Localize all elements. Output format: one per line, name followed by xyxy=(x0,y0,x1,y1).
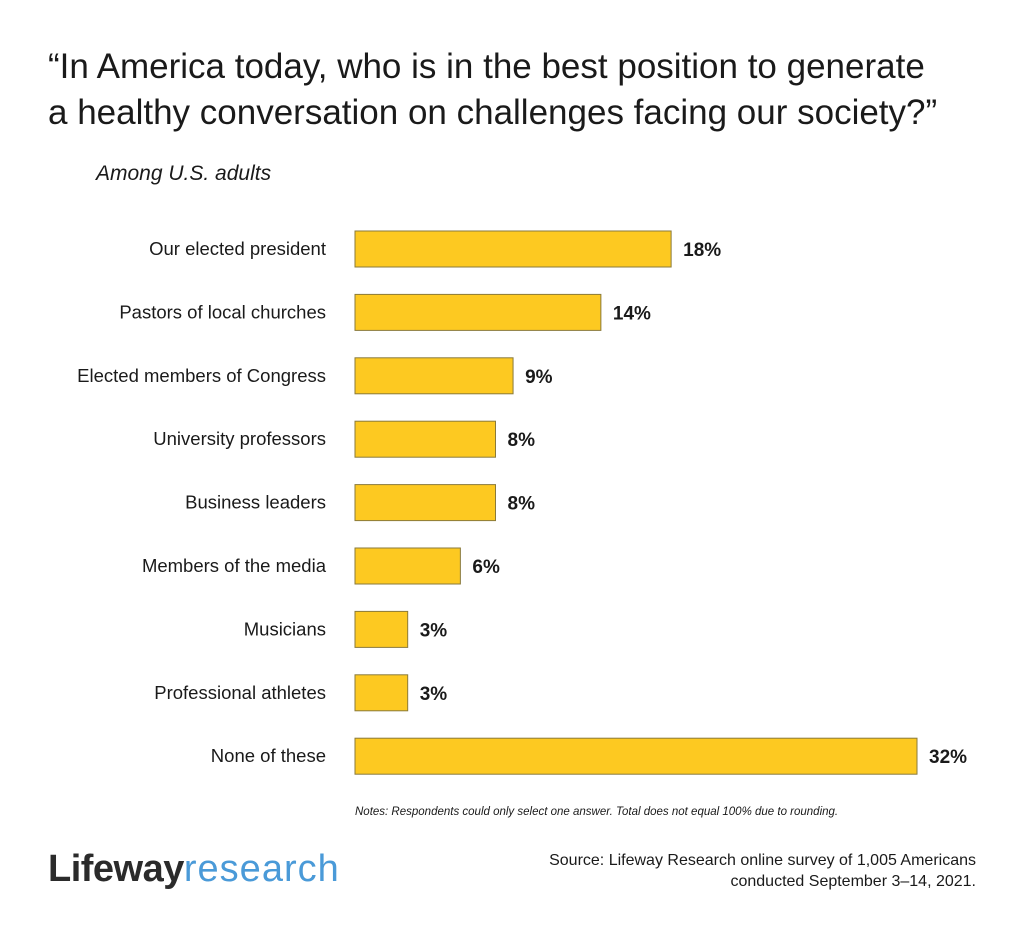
bar xyxy=(354,737,918,775)
chart-subtitle: Among U.S. adults xyxy=(96,162,272,185)
chart-notes: Notes: Respondents could only select one… xyxy=(355,806,839,818)
bar xyxy=(354,420,496,458)
value-label: 18% xyxy=(683,240,721,261)
category-label: Business leaders xyxy=(185,492,326,513)
category-label: Professional athletes xyxy=(154,682,326,703)
bar xyxy=(354,674,409,712)
bar xyxy=(354,610,409,648)
bar xyxy=(354,484,496,522)
category-label: Members of the media xyxy=(142,555,327,576)
lifeway-research-logo: Lifewayresearch xyxy=(48,845,340,893)
bar xyxy=(354,230,672,268)
logo-wordmark-lifeway: Lifeway xyxy=(48,848,184,890)
bar xyxy=(354,357,514,395)
bar xyxy=(354,293,602,331)
value-label: 8% xyxy=(508,430,536,451)
bar xyxy=(354,547,461,585)
source-citation: Source: Lifeway Research online survey o… xyxy=(496,850,976,892)
source-line-1: Source: Lifeway Research online survey o… xyxy=(549,852,976,869)
category-label: Elected members of Congress xyxy=(77,365,326,386)
chart-title-line-1: “In America today, who is in the best po… xyxy=(48,47,925,86)
value-label: 14% xyxy=(613,303,651,324)
chart-title-line-2: a healthy conversation on challenges fac… xyxy=(48,93,938,132)
category-label: University professors xyxy=(153,428,326,449)
value-label: 3% xyxy=(420,620,448,641)
category-label: Our elected president xyxy=(149,238,326,259)
category-label: Musicians xyxy=(244,618,326,639)
category-label: Pastors of local churches xyxy=(119,301,326,322)
category-label: None of these xyxy=(211,745,326,766)
source-line-2: conducted September 3–14, 2021. xyxy=(730,873,976,890)
chart-title: “In America today, who is in the best po… xyxy=(48,44,998,136)
logo-wordmark-research: research xyxy=(183,848,340,890)
value-label: 3% xyxy=(420,684,448,705)
value-label: 9% xyxy=(525,367,553,388)
value-label: 8% xyxy=(508,494,536,515)
value-label: 6% xyxy=(472,557,500,578)
value-label: 32% xyxy=(929,747,967,768)
bar-chart: Our elected president 18% Pastors of local… xyxy=(77,230,967,775)
